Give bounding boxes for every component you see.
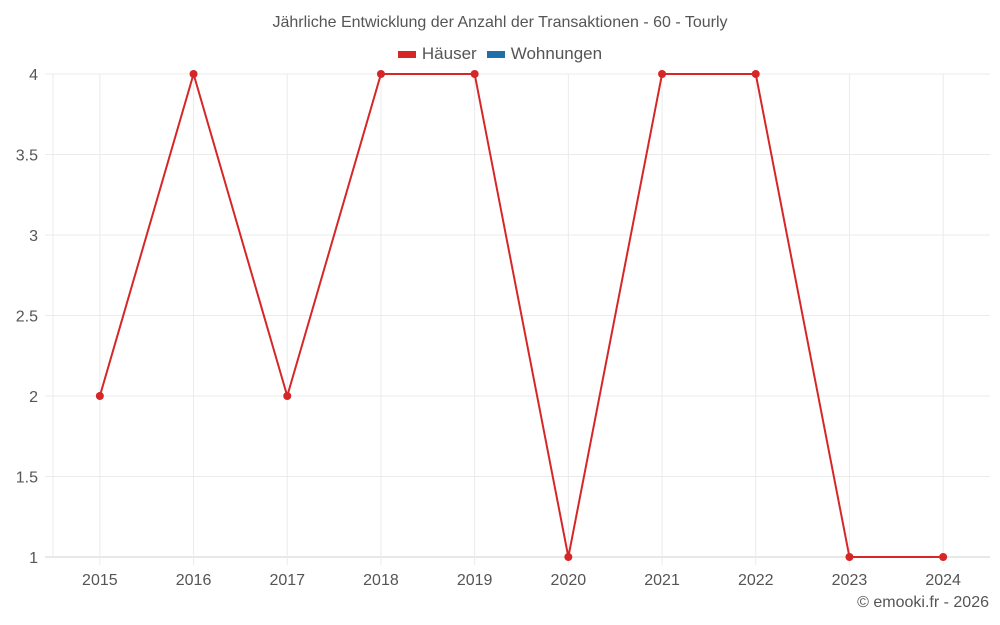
legend-label-haeuser: Häuser <box>421 44 477 63</box>
data-point <box>470 70 479 78</box>
y-tick-label: 2 <box>29 389 38 406</box>
data-point <box>845 553 854 561</box>
x-tick-label: 2018 <box>363 572 399 589</box>
data-point <box>658 70 667 78</box>
chart-title: Jährliche Entwicklung der Anzahl der Tra… <box>272 14 728 31</box>
x-tick-label: 2019 <box>457 572 493 589</box>
x-tick-label: 2021 <box>644 572 680 589</box>
y-tick-label: 1 <box>29 550 38 567</box>
y-tick-label: 3.5 <box>16 148 38 165</box>
data-point <box>189 70 198 78</box>
y-tick-label: 3 <box>29 228 38 245</box>
y-tick-label: 1.5 <box>16 470 38 487</box>
data-point <box>376 70 385 78</box>
x-tick-label: 2015 <box>82 572 118 589</box>
data-point <box>939 553 948 561</box>
legend: Häuser Wohnungen <box>0 44 1000 64</box>
x-tick-label: 2022 <box>738 572 774 589</box>
data-point <box>564 553 573 561</box>
legend-swatch-wohnungen <box>486 50 505 58</box>
x-tick-label: 2016 <box>176 572 212 589</box>
data-point <box>751 70 760 78</box>
y-tick-label: 4 <box>29 67 38 84</box>
copyright-credit: © emooki.fr - 2026 <box>857 594 989 611</box>
data-point <box>95 392 104 400</box>
x-tick-label: 2024 <box>925 572 961 589</box>
legend-swatch-haeuser <box>397 50 416 58</box>
x-tick-label: 2017 <box>269 572 305 589</box>
legend-item-wohnungen[interactable]: Wohnungen <box>486 44 603 64</box>
legend-item-haeuser[interactable]: Häuser <box>397 44 477 64</box>
series-line <box>98 70 944 558</box>
x-tick-label: 2023 <box>832 572 868 589</box>
data-point <box>283 392 292 400</box>
legend-label-wohnungen: Wohnungen <box>510 44 603 63</box>
y-tick-label: 2.5 <box>16 309 38 326</box>
x-tick-label: 2020 <box>551 572 587 589</box>
